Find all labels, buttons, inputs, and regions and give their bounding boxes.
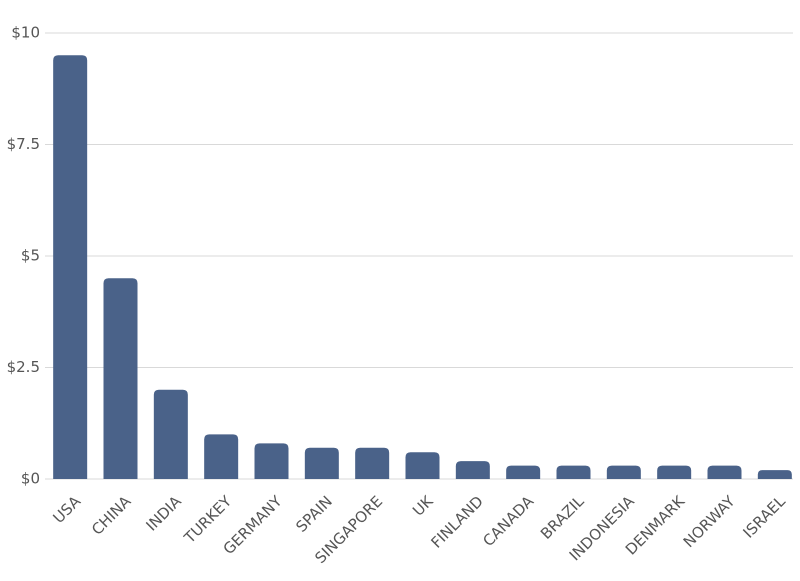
bar (405, 452, 440, 479)
x-tick-label: INDIA (142, 492, 185, 535)
y-tick-label: $5 (21, 247, 40, 265)
bar (254, 443, 289, 479)
x-tick-label: CHINA (88, 492, 135, 539)
bar (556, 465, 591, 479)
x-tick-label: ISRAEL (739, 492, 789, 542)
x-tick-label: SPAIN (292, 492, 335, 535)
x-tick-label: USA (49, 492, 84, 527)
x-tick-label: CANADA (479, 492, 537, 550)
bar (53, 55, 88, 480)
bar (153, 389, 188, 479)
bar (455, 461, 490, 479)
bar (707, 465, 742, 479)
x-tick-label: NORWAY (680, 492, 739, 551)
x-tick-label: UK (409, 491, 437, 519)
bar (506, 465, 541, 479)
bar (355, 447, 390, 479)
bar (103, 278, 138, 479)
bar (606, 465, 641, 479)
y-tick-label: $2.5 (7, 358, 40, 376)
bar (657, 465, 692, 479)
y-tick-label: $7.5 (7, 135, 40, 153)
y-tick-label: $10 (11, 24, 40, 42)
bar (757, 470, 792, 479)
x-tick-label: BRAZIL (537, 492, 588, 543)
bar (204, 434, 239, 479)
bar (304, 447, 339, 479)
y-tick-label: $0 (21, 470, 40, 488)
x-tick-label: FINLAND (427, 492, 486, 551)
